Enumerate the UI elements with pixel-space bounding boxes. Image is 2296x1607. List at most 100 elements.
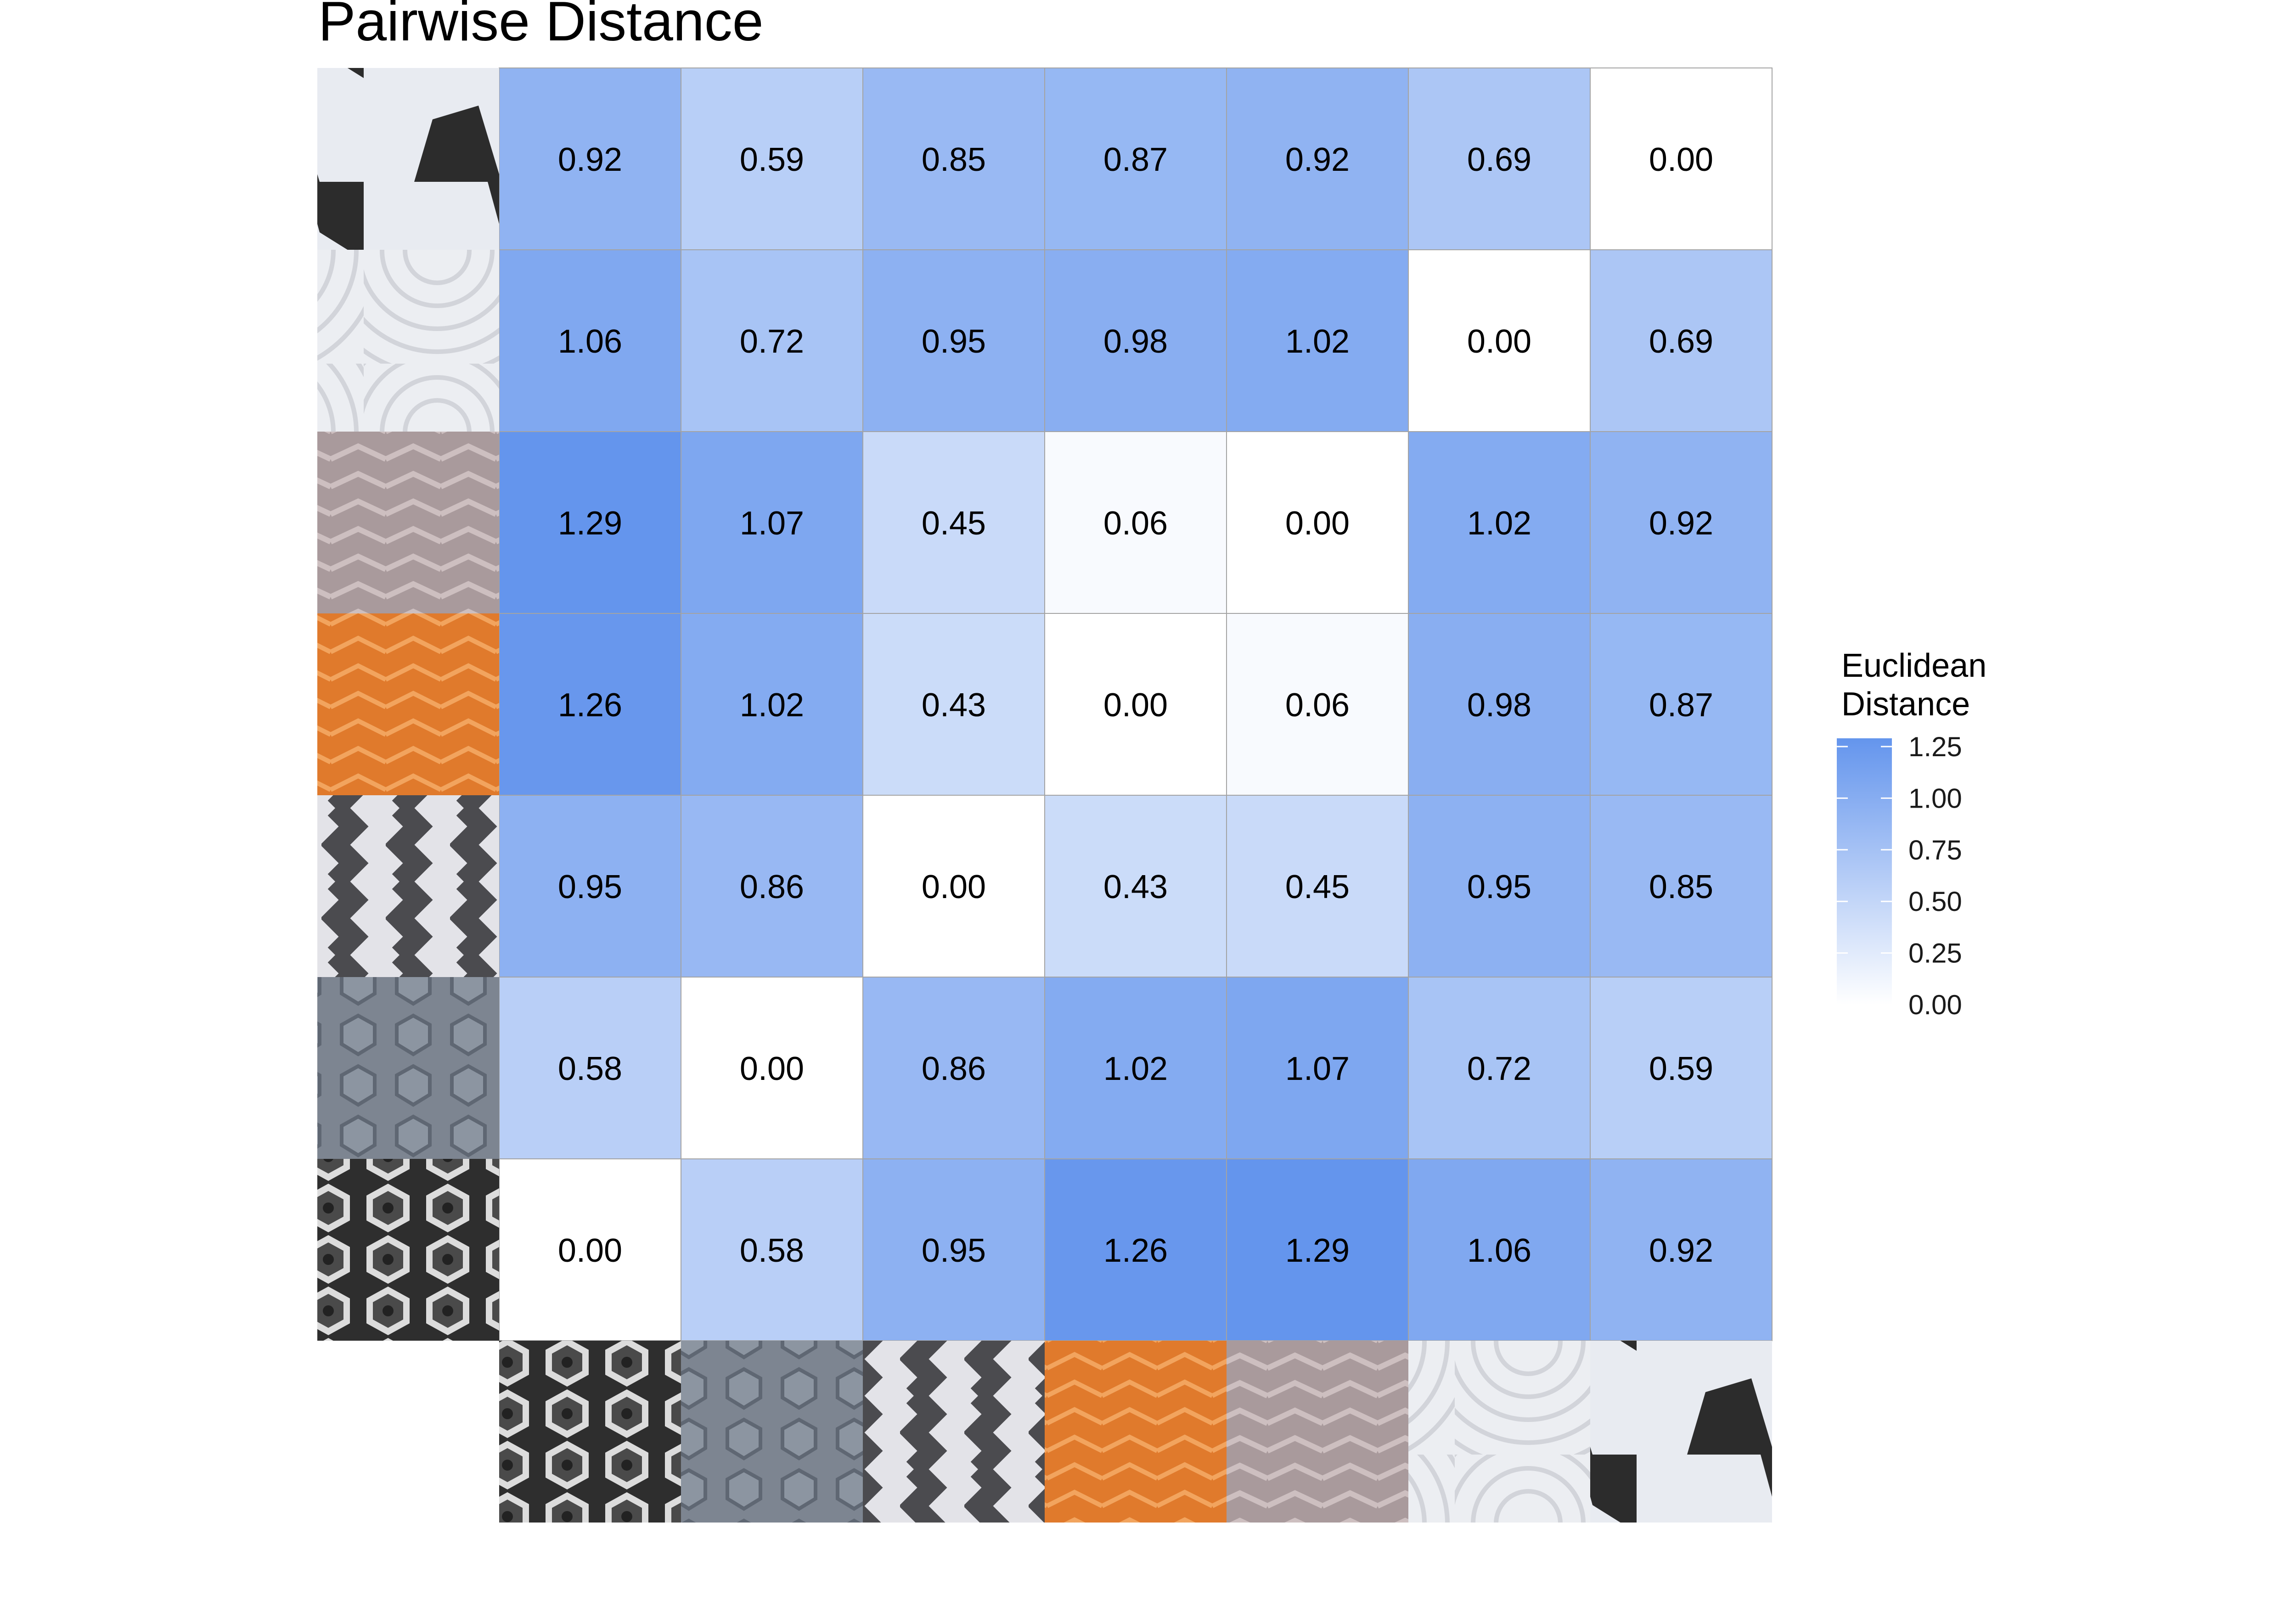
cell-value-label: 0.58 [558,1051,622,1087]
heatmap-cell [1226,431,1409,614]
cell-value-label: 0.98 [1103,323,1168,360]
heatmap-cell [1408,431,1591,614]
heatmap-cell [1590,1158,1773,1341]
heatmap-cell [1226,249,1409,432]
cell-value-label: 0.85 [922,141,986,178]
cell-value-label: 0.00 [1285,505,1350,542]
y-axis-sole-image [317,1159,499,1341]
cell-value-label: 0.72 [1467,1051,1531,1087]
heatmap-cell [1590,977,1773,1159]
cell-value-label: 0.45 [1285,869,1350,905]
x-axis-sole-image [499,1341,681,1523]
legend-title: Euclidean Distance [1841,646,1986,724]
chart-title: Pairwise Distance [318,0,764,52]
legend-title-line-2: Distance [1841,686,1970,723]
legend-tick-label: 0.75 [1908,835,1962,865]
heatmap-cell [499,613,681,796]
cell-value-label: 1.29 [1285,1232,1350,1269]
cell-value-label: 0.85 [1649,869,1713,905]
heatmap-cell [1590,431,1773,614]
cell-value-label: 0.59 [740,141,804,178]
heatmap-cell [1408,977,1591,1159]
cell-value-label: 0.00 [558,1232,622,1269]
cell-value-label: 0.95 [922,323,986,360]
cell-value-label: 0.72 [740,323,804,360]
x-axis-sole-image [1590,1341,1772,1523]
cell-value-label: 0.00 [1467,323,1531,360]
cell-value-label: 1.02 [1467,505,1531,542]
heatmap-cell [862,977,1045,1159]
cell-value-label: 1.29 [558,505,622,542]
heatmap-cell [862,249,1045,432]
cell-value-label: 0.92 [1285,141,1350,178]
heatmap-cell [1408,67,1591,250]
cell-value-label: 1.02 [740,687,804,724]
cell-value-label: 0.87 [1649,687,1713,724]
y-axis-sole-image [317,250,499,432]
heatmap-cell [499,249,681,432]
heatmap-cell [1044,977,1227,1159]
legend-tick-label: 0.25 [1908,938,1962,969]
cell-value-label: 0.86 [740,869,804,905]
cell-value-label: 0.87 [1103,141,1168,178]
cell-value-label: 0.43 [922,687,986,724]
heatmap-cell [681,977,863,1159]
heatmap-cell [1044,249,1227,432]
heatmap-cell [1044,1158,1227,1341]
heatmap-cell [1044,795,1227,978]
cell-value-label: 0.06 [1103,505,1168,542]
heatmap-cell [1590,249,1773,432]
cell-value-label: 0.98 [1467,687,1531,724]
x-axis-sole-image [863,1341,1045,1523]
cell-value-label: 0.00 [740,1051,804,1087]
y-axis-sole-image [317,613,499,795]
heatmap-cell [1408,1158,1591,1341]
cell-value-label: 0.69 [1467,141,1531,178]
heatmap-cell [499,1158,681,1341]
heatmap-cell [1226,67,1409,250]
cell-value-label: 0.92 [558,141,622,178]
heatmap-cell [1226,1158,1409,1341]
legend-tick-label: 1.00 [1908,783,1962,814]
legend-tick-label: 1.25 [1908,731,1962,762]
cell-value-label: 1.07 [740,505,804,542]
cell-value-label: 0.92 [1649,505,1713,542]
heatmap-cell [1044,613,1227,796]
cell-value-label: 0.95 [1467,869,1531,905]
y-axis-sole-image [317,977,499,1159]
legend-tick-label: 0.50 [1908,886,1962,917]
heatmap-cell [862,613,1045,796]
cell-value-label: 1.26 [1103,1232,1168,1269]
heatmap-cell [862,1158,1045,1341]
cell-value-label: 0.86 [922,1051,986,1087]
heatmap-cell [681,613,863,796]
cell-value-label: 0.00 [1649,141,1713,178]
heatmap-cell [862,67,1045,250]
heatmap-cell [1590,795,1773,978]
heatmap-cell [681,1158,863,1341]
y-axis-sole-image [317,795,499,977]
heatmap-cells: 0.92 0.59 0.85 0.87 0.92 0.69 0.00 1.06 0.72 0.95… [499,67,1773,1341]
heatmap-cell [499,431,681,614]
cell-value-label: 1.02 [1285,323,1350,360]
cell-value-label: 0.92 [1649,1232,1713,1269]
x-axis-sole-image [681,1341,863,1523]
cell-value-label: 0.45 [922,505,986,542]
cell-value-label: 1.06 [1467,1232,1531,1269]
heatmap-cell [499,795,681,978]
cell-value-label: 1.26 [558,687,622,724]
cell-value-label: 0.58 [740,1232,804,1269]
heatmap-cell [681,67,863,250]
cell-value-label: 0.95 [922,1232,986,1269]
x-axis-sole-image [1227,1341,1408,1523]
x-axis-sole-image [1045,1341,1227,1523]
heatmap-cell [1408,613,1591,796]
cell-value-label: 0.00 [922,869,986,905]
heatmap-cell [1590,613,1773,796]
cell-value-label: 0.95 [558,869,622,905]
legend-title-line-1: Euclidean [1841,647,1987,684]
heatmap-cell [1044,67,1227,250]
heatmap-cell [862,795,1045,978]
heatmap-cell [1590,67,1773,250]
